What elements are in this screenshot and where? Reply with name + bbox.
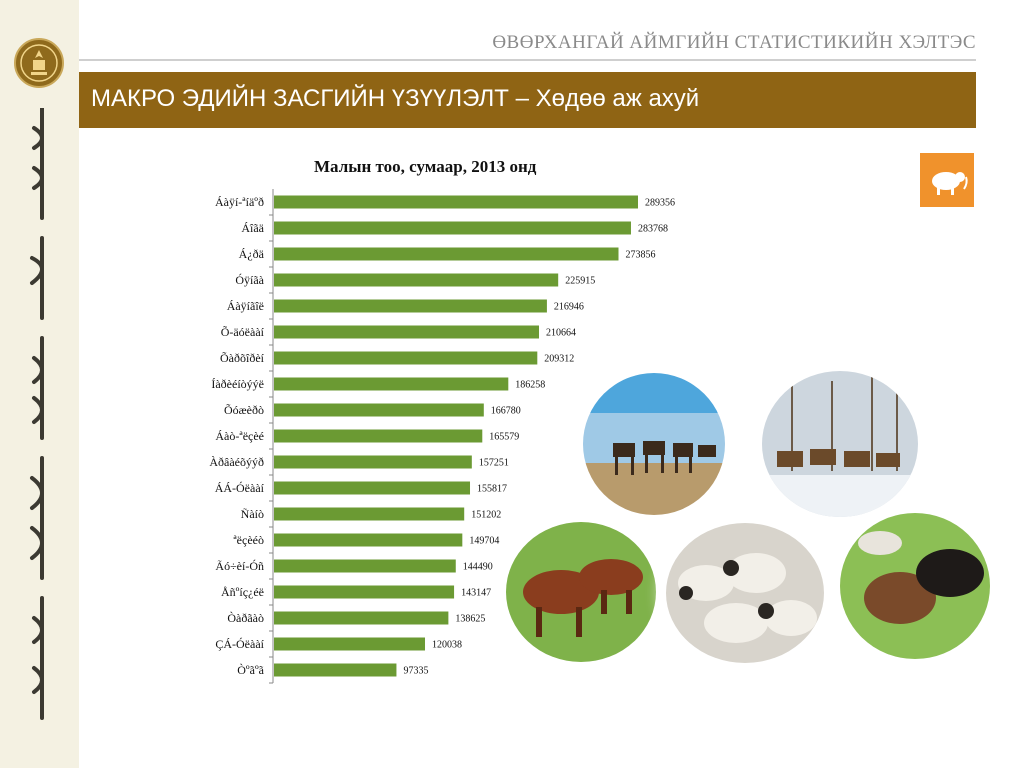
value-label: 225915 <box>565 276 595 287</box>
value-label: 157251 <box>479 458 509 469</box>
bar <box>274 481 471 495</box>
bar <box>274 221 631 235</box>
bar <box>274 455 472 469</box>
horses-photo <box>762 371 918 517</box>
category-label: Íàðèéíòýýë <box>211 377 264 391</box>
category-label: Áîãä <box>241 221 264 235</box>
category-label: ÁÁ-Óëààí <box>215 481 265 495</box>
chart-title: Малын тоо, сумаар, 2013 онд <box>314 157 537 176</box>
value-label: 138625 <box>455 614 485 625</box>
category-label: Õóæèðò <box>224 403 264 417</box>
sheep-icon <box>920 153 974 207</box>
value-label: 186258 <box>515 380 545 391</box>
value-label: 210664 <box>546 328 576 339</box>
bar <box>274 351 538 365</box>
value-label: 144490 <box>463 562 493 573</box>
value-label: 216946 <box>554 302 584 313</box>
page-title: МАКРО ЭДИЙН ЗАСГИЙН ҮЗҮҮЛЭЛТ – Хөдөө аж … <box>91 85 700 112</box>
bar <box>274 325 540 339</box>
value-label: 289356 <box>645 198 675 209</box>
bar <box>274 273 559 287</box>
bar <box>274 507 465 521</box>
value-label: 165579 <box>489 432 519 443</box>
bar <box>274 637 426 651</box>
value-label: 143147 <box>461 588 491 599</box>
value-label: 283768 <box>638 224 668 235</box>
bar <box>274 585 455 599</box>
value-label: 166780 <box>491 406 521 417</box>
category-label: Àðâàéõýýð <box>209 455 264 469</box>
bar <box>274 195 638 209</box>
category-label: Òàðãàò <box>227 611 264 625</box>
value-label: 120038 <box>432 640 462 651</box>
category-label: Á¿ðä <box>239 247 265 261</box>
category-label: Åñºíç¿éë <box>221 585 264 599</box>
mongolian-script-decoration <box>30 108 44 720</box>
category-label: Õàðõîðèí <box>220 351 265 365</box>
category-label: Áàò-ªëçèé <box>215 429 264 443</box>
title-band: МАКРО ЭДИЙН ЗАСГИЙН ҮЗҮҮЛЭЛТ – Хөдөө аж … <box>79 72 976 128</box>
bar <box>274 377 509 391</box>
category-label: Òºãºã <box>237 663 264 677</box>
category-label: Ñàíò <box>241 507 264 521</box>
value-label: 151202 <box>471 510 501 521</box>
bar <box>274 247 619 261</box>
sheep-photo <box>666 523 824 663</box>
value-label: 149704 <box>469 536 499 547</box>
category-label: Áàÿí-ªíäºð <box>215 195 264 209</box>
category-label: Ãó÷èí-Óñ <box>215 559 264 573</box>
category-label: Áàÿíãîë <box>227 299 264 313</box>
category-label: Õ-äóëààí <box>221 325 265 339</box>
value-label: 209312 <box>544 354 574 365</box>
value-label: 273856 <box>626 250 656 261</box>
value-label: 97335 <box>403 666 428 677</box>
bar <box>274 611 449 625</box>
bar <box>274 403 484 417</box>
emblem-logo <box>14 38 64 88</box>
bar <box>274 559 456 573</box>
agency-name: ӨВӨРХАНГАЙ АЙМГИЙН СТАТИСТИКИЙН ХЭЛТЭС <box>492 32 976 53</box>
category-label: Óÿíãà <box>235 273 264 287</box>
left-decorative-panel <box>0 0 79 768</box>
cattle-photo <box>506 522 656 662</box>
value-label: 155817 <box>477 484 507 495</box>
bar <box>274 429 483 443</box>
bar <box>274 299 547 313</box>
goats-photo <box>840 513 990 659</box>
bar <box>274 663 397 677</box>
bar <box>274 533 463 547</box>
header-divider <box>79 59 976 61</box>
category-label: ªëçèéò <box>233 533 264 547</box>
camels-photo <box>583 373 725 515</box>
category-label: ÇÁ-Óëààí <box>215 637 264 651</box>
